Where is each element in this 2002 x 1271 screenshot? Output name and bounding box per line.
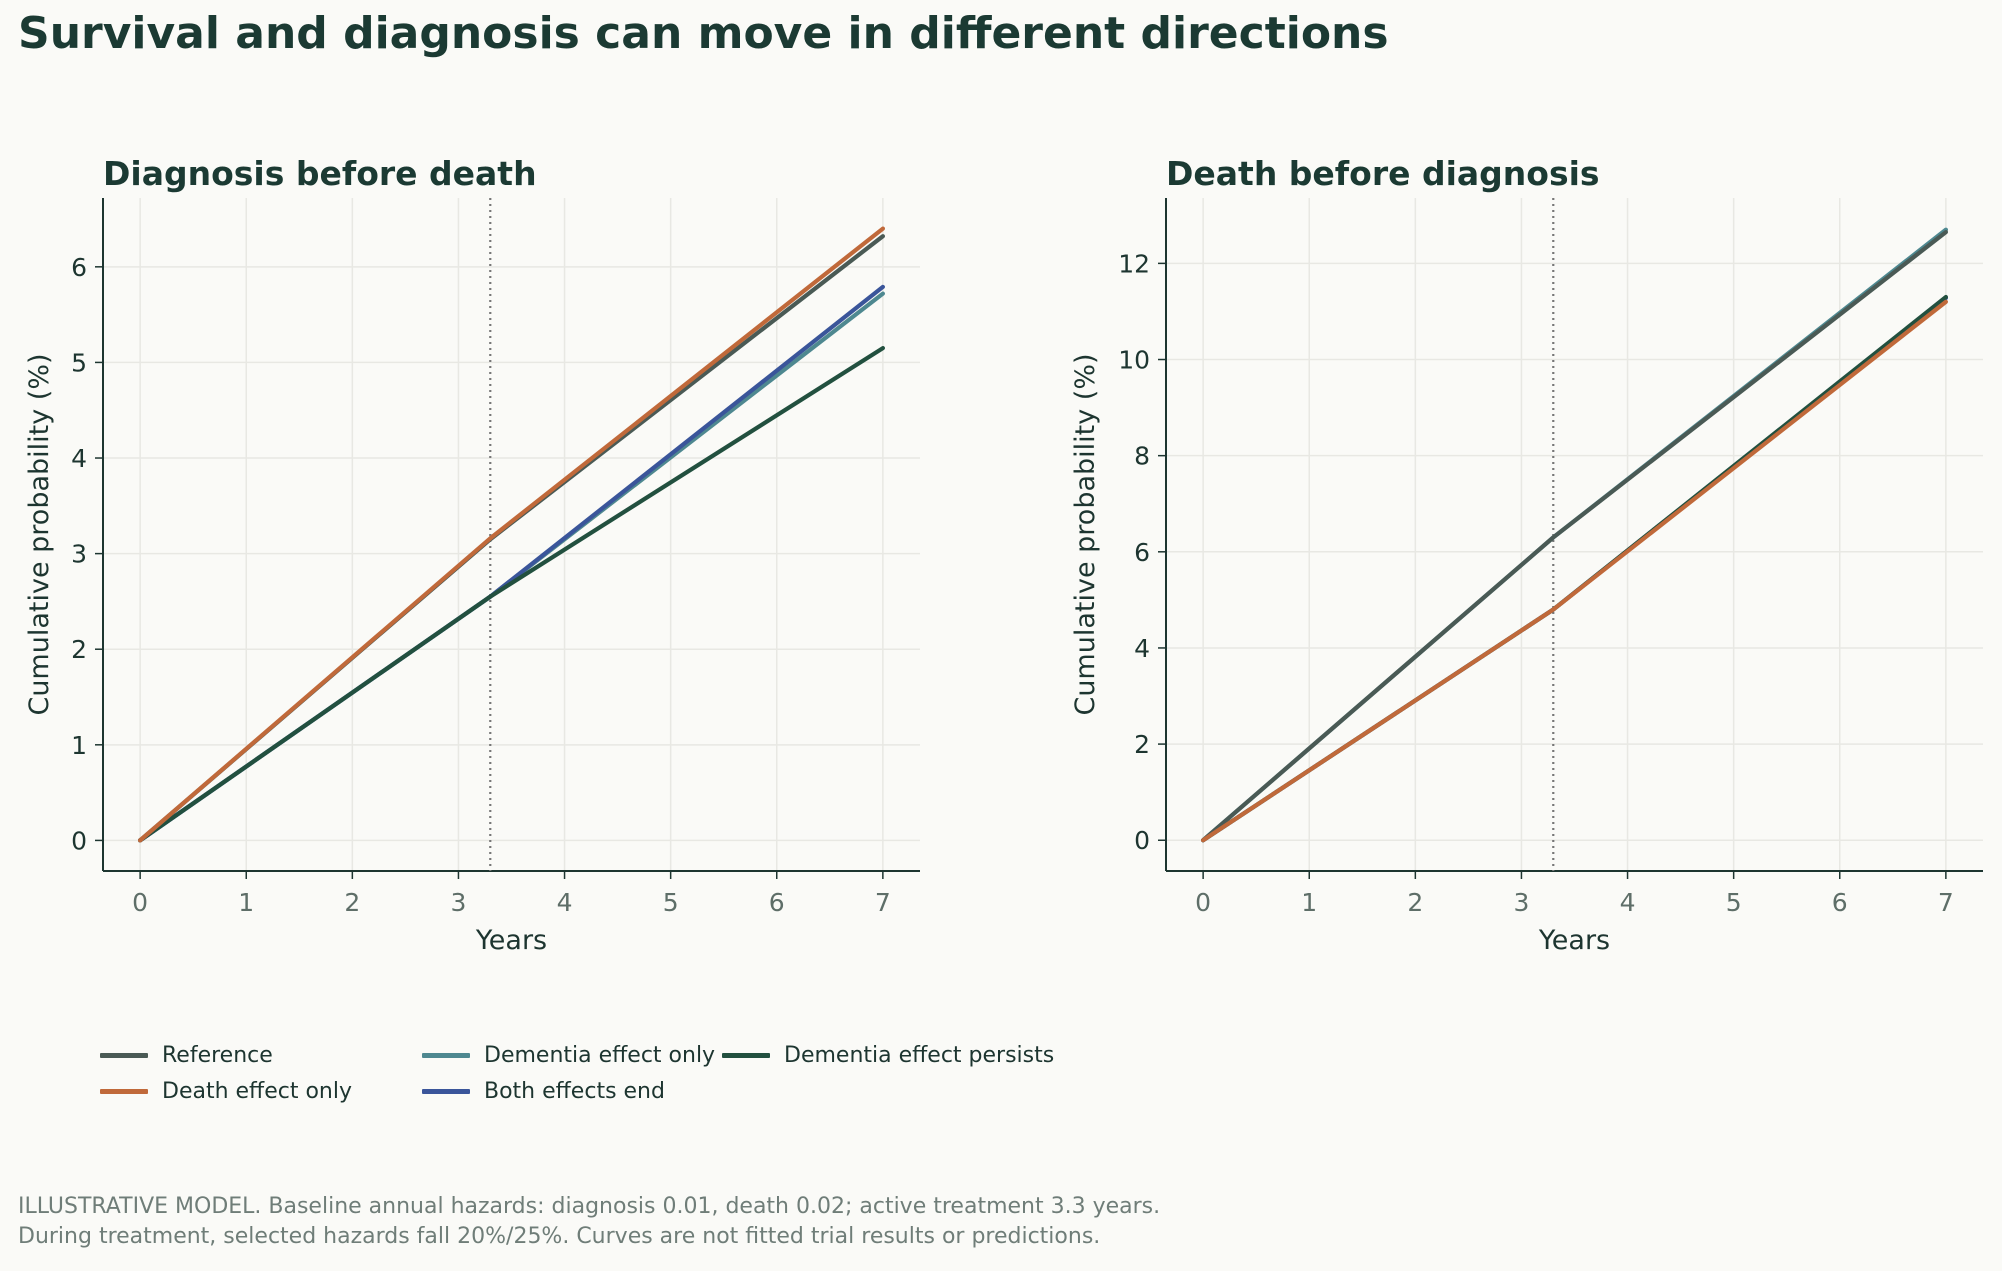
panel-left-title: Diagnosis before death	[103, 154, 537, 193]
legend-swatch-death-effect-only	[100, 1088, 148, 1094]
panel-right-xtick-label-6: 6	[1832, 888, 1848, 917]
panel-right-xtick-label-7: 7	[1938, 888, 1954, 917]
panel-left-xtick-label-5: 5	[663, 888, 679, 917]
legend-swatch-both-effects-end	[422, 1088, 470, 1094]
legend-item-reference: Reference	[100, 1040, 422, 1070]
footnote-line-1: ILLUSTRATIVE MODEL. Baseline annual haza…	[18, 1194, 1161, 1219]
panel-left-ytick-label-5: 5	[71, 348, 87, 377]
legend-item-dementia-effect-only: Dementia effect only	[422, 1040, 722, 1070]
panel-right-ytick-label-2: 2	[1134, 730, 1150, 759]
panel-right-ytick-label-10: 10	[1118, 346, 1150, 375]
panel-right-xtick-label-2: 2	[1407, 888, 1423, 917]
panel-right-xtick-label-1: 1	[1301, 888, 1317, 917]
panel-right-ytick-label-8: 8	[1134, 442, 1150, 471]
panel-left-ytick-label-2: 2	[71, 635, 87, 664]
chart-title: Survival and diagnosis can move in diffe…	[18, 8, 1389, 59]
panel-left-xtick-label-2: 2	[344, 888, 360, 917]
panel-left-xtick-label-1: 1	[238, 888, 254, 917]
panel-left-xtick-label-7: 7	[875, 888, 891, 917]
legend-swatch-dementia-effect-persists	[722, 1052, 770, 1058]
panel-left-ytick-label-3: 3	[71, 540, 87, 569]
panel-right-series-reference	[1200, 230, 1949, 843]
panel-left-x-axis-label: Years	[475, 925, 547, 956]
footnote-line-2: During treatment, selected hazards fall …	[18, 1224, 1101, 1249]
panel-right-ytick-label-4: 4	[1134, 634, 1150, 663]
panel-right-title: Death before diagnosis	[1166, 154, 1600, 193]
footnote: ILLUSTRATIVE MODEL. Baseline annual haza…	[18, 1192, 1160, 1252]
panel-left-ytick-label-1: 1	[71, 731, 87, 760]
panel-left-xtick-label-6: 6	[769, 888, 785, 917]
legend: Reference Dementia effect only Dementia …	[100, 1040, 1082, 1106]
panel-right-xtick-label-4: 4	[1620, 888, 1636, 917]
panel-right-series-dementia-effect-persists	[1200, 294, 1949, 843]
left-panel-chart: Diagnosis before death 0 1 2 3 4 5 6 7 0 1 2 3 4 5 6 Yea…	[24, 154, 920, 956]
legend-label-dementia-effect-persists: Dementia effect persists	[784, 1042, 1055, 1068]
panel-right-ytick-label-0: 0	[1134, 826, 1150, 855]
panel-right-ytick-label-12: 12	[1118, 249, 1150, 278]
panel-left-xtick-label-3: 3	[450, 888, 466, 917]
panel-left-y-axis-label: Cumulative probability (%)	[24, 353, 55, 715]
panel-right-xtick-label-5: 5	[1726, 888, 1742, 917]
panel-left-series-dementia-effect-persists	[138, 346, 886, 843]
panel-left-xtick-label-0: 0	[132, 888, 148, 917]
panel-right-xtick-label-3: 3	[1513, 888, 1529, 917]
panel-left-series-death-effect-only	[138, 226, 886, 843]
panel-right-y-axis-label: Cumulative probability (%)	[1070, 353, 1101, 715]
legend-item-both-effects-end: Both effects end	[422, 1076, 722, 1106]
legend-swatch-reference	[100, 1052, 148, 1058]
panel-left-ytick-label-6: 6	[71, 253, 87, 282]
legend-swatch-dementia-effect-only	[422, 1052, 470, 1058]
panel-right-ytick-label-6: 6	[1134, 538, 1150, 567]
panel-right-xtick-label-0: 0	[1195, 888, 1211, 917]
legend-item-death-effect-only: Death effect only	[100, 1076, 422, 1106]
legend-label-death-effect-only: Death effect only	[162, 1078, 352, 1104]
legend-label-dementia-effect-only: Dementia effect only	[484, 1042, 716, 1068]
legend-item-dementia-effect-persists: Dementia effect persists	[722, 1040, 1082, 1070]
legend-label-reference: Reference	[162, 1042, 273, 1068]
panel-left-ytick-label-4: 4	[71, 444, 87, 473]
panel-left-xtick-label-4: 4	[557, 888, 573, 917]
panel-left-ytick-label-0: 0	[71, 826, 87, 855]
legend-label-both-effects-end: Both effects end	[484, 1078, 665, 1104]
panel-right-x-axis-label: Years	[1538, 925, 1610, 956]
panel-right-series-death-effect-only	[1200, 299, 1949, 843]
panel-right-series-both-effects-end	[1200, 295, 1949, 843]
